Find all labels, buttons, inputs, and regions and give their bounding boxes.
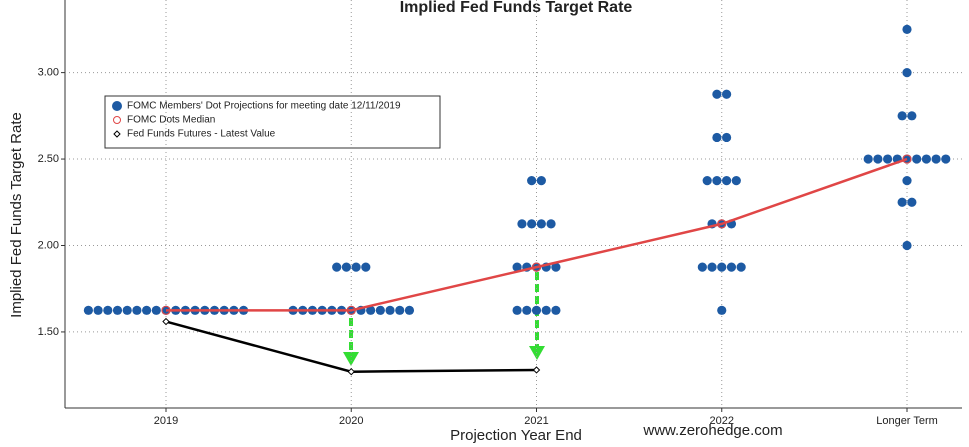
- y-tick-label: 2.50: [38, 153, 59, 165]
- dot: [722, 89, 732, 99]
- dot: [907, 111, 917, 121]
- futures-marker: [347, 367, 355, 376]
- dot: [512, 305, 522, 315]
- dot: [722, 176, 732, 186]
- median-marker: [902, 154, 912, 164]
- median-marker: [346, 305, 356, 315]
- dot: [351, 262, 361, 272]
- legend-label: Fed Funds Futures - Latest Value: [127, 129, 276, 140]
- dot: [902, 24, 912, 34]
- legend-swatch: [112, 101, 122, 111]
- dot: [912, 154, 922, 164]
- dot: [151, 305, 161, 315]
- dot: [536, 176, 546, 186]
- legend-box: [104, 95, 441, 149]
- dot: [902, 240, 912, 251]
- dot: [83, 305, 93, 315]
- dot: [883, 154, 893, 164]
- dot: [902, 176, 912, 186]
- dot: [897, 111, 907, 121]
- dot: [332, 262, 342, 272]
- dot: [941, 154, 951, 164]
- dot: [122, 305, 132, 315]
- dot: [404, 305, 415, 315]
- dot: [527, 176, 537, 186]
- dot: [93, 305, 103, 315]
- x-tick-label: 2020: [339, 415, 363, 427]
- dot: [717, 305, 727, 315]
- dot: [531, 305, 542, 315]
- dot: [731, 176, 741, 186]
- median-marker: [531, 262, 542, 272]
- dot: [341, 262, 351, 272]
- dot: [902, 68, 912, 78]
- dot: [702, 176, 712, 186]
- dot: [712, 89, 722, 99]
- dot: [103, 305, 113, 315]
- x-tick-label: 2022: [710, 415, 734, 427]
- dot: [366, 305, 376, 315]
- x-axis-label: Projection Year End: [450, 427, 582, 444]
- dot: [541, 305, 551, 315]
- dot: [536, 219, 546, 229]
- dot: [361, 262, 371, 272]
- median-line: [166, 157, 908, 312]
- dot: [931, 154, 941, 164]
- legend-swatch: [113, 130, 121, 138]
- dot: [707, 262, 717, 272]
- x-tick-label: 2021: [524, 415, 548, 427]
- dot: [551, 305, 561, 315]
- dot: [522, 305, 532, 315]
- dot: [722, 132, 732, 143]
- legend-label: FOMC Dots Median: [127, 115, 215, 126]
- dot: [873, 154, 883, 164]
- watermark: www.zerohedge.com: [642, 422, 782, 439]
- y-tick-label: 2.00: [38, 239, 59, 251]
- dot: [863, 154, 873, 164]
- dot: [546, 219, 556, 229]
- x-tick-label: 2019: [154, 415, 178, 427]
- dot: [512, 262, 522, 272]
- arrows: [343, 272, 545, 366]
- dot: [132, 305, 142, 315]
- arrow-head: [343, 352, 359, 366]
- dot: [712, 176, 722, 186]
- dot: [717, 262, 727, 272]
- futures-marker: [162, 317, 170, 326]
- dot: [385, 305, 395, 315]
- y-tick-label: 1.50: [38, 326, 59, 338]
- dot: [921, 154, 932, 164]
- dot: [551, 262, 561, 272]
- dot: [395, 305, 405, 315]
- dot: [736, 262, 746, 272]
- dot: [726, 262, 737, 272]
- dot: [517, 219, 527, 229]
- dot: [907, 197, 917, 207]
- legend-swatch: [113, 116, 121, 124]
- futures-marker: [532, 366, 541, 374]
- dot: [712, 132, 722, 143]
- x-tick-label: Longer Term: [876, 415, 938, 427]
- chart-title: Implied Fed Funds Target Rate: [400, 0, 633, 16]
- y-axis-label: Implied Fed Funds Target Rate: [8, 112, 25, 318]
- dot: [697, 262, 707, 272]
- dot: [112, 305, 123, 315]
- dot: [527, 219, 537, 229]
- legend-label: FOMC Members' Dot Projections for meetin…: [127, 101, 401, 112]
- y-tick-label: 3.00: [38, 67, 59, 79]
- dot: [375, 305, 385, 315]
- legend: FOMC Members' Dot Projections for meetin…: [104, 95, 441, 149]
- dot: [897, 197, 907, 207]
- dot: [142, 305, 152, 315]
- median-marker: [717, 219, 727, 229]
- median-marker: [161, 305, 171, 315]
